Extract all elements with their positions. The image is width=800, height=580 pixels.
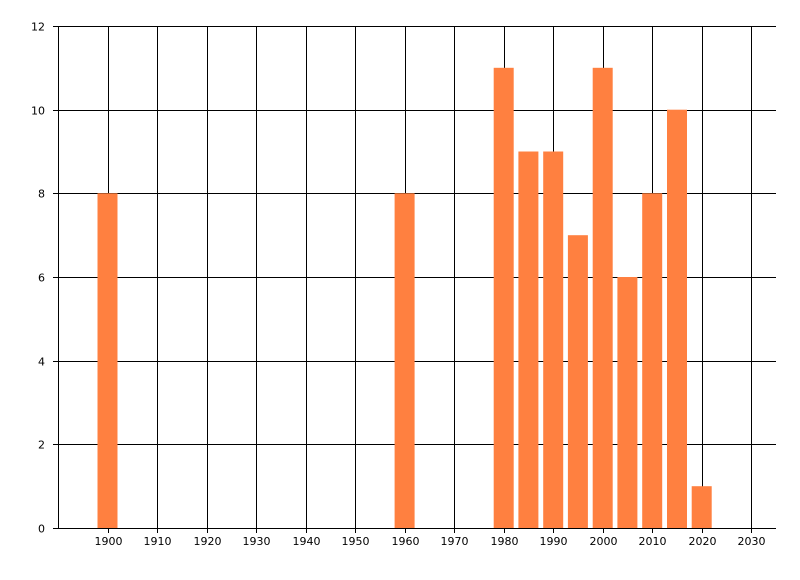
x-tick-label: 1960 xyxy=(392,535,420,548)
bar xyxy=(642,193,663,529)
x-tick-label: 2010 xyxy=(639,535,667,548)
y-tick-label: 4 xyxy=(38,356,45,369)
bar xyxy=(667,109,687,528)
y-tick-label: 0 xyxy=(38,523,45,536)
x-tick-label: 1980 xyxy=(491,535,519,548)
bar xyxy=(394,193,415,529)
bar xyxy=(567,235,588,528)
x-tick-label: 1970 xyxy=(441,535,469,548)
bar xyxy=(617,277,638,528)
y-tick-label: 8 xyxy=(38,188,45,201)
y-tick-label: 10 xyxy=(31,105,45,118)
bar xyxy=(691,486,712,528)
bars xyxy=(97,67,712,529)
y-tick-label: 6 xyxy=(38,272,45,285)
x-tick-label: 2030 xyxy=(738,535,766,548)
x-tick-label: 1930 xyxy=(243,535,271,548)
y-tick-label: 12 xyxy=(31,21,45,34)
x-tick-label: 1990 xyxy=(540,535,568,548)
y-tick-label: 2 xyxy=(38,439,45,452)
bar xyxy=(592,67,613,529)
x-tick-label: 2000 xyxy=(590,535,618,548)
x-tick-label: 1910 xyxy=(144,535,172,548)
axes xyxy=(53,26,776,533)
y-tick-labels: 0 2 4 6 8 10 12 xyxy=(31,21,45,536)
bar xyxy=(493,67,514,529)
x-tick-label: 1900 xyxy=(95,535,123,548)
x-tick-label: 1940 xyxy=(293,535,321,548)
x-tick-label: 1920 xyxy=(194,535,222,548)
bar xyxy=(543,151,564,528)
x-tick-label: 2020 xyxy=(689,535,717,548)
x-tick-labels: 1900 1910 1920 1930 1940 1950 1960 1970 1980 1990… xyxy=(95,535,766,548)
x-tick-label: 1950 xyxy=(342,535,370,548)
bar xyxy=(518,151,539,528)
bar xyxy=(97,193,118,529)
